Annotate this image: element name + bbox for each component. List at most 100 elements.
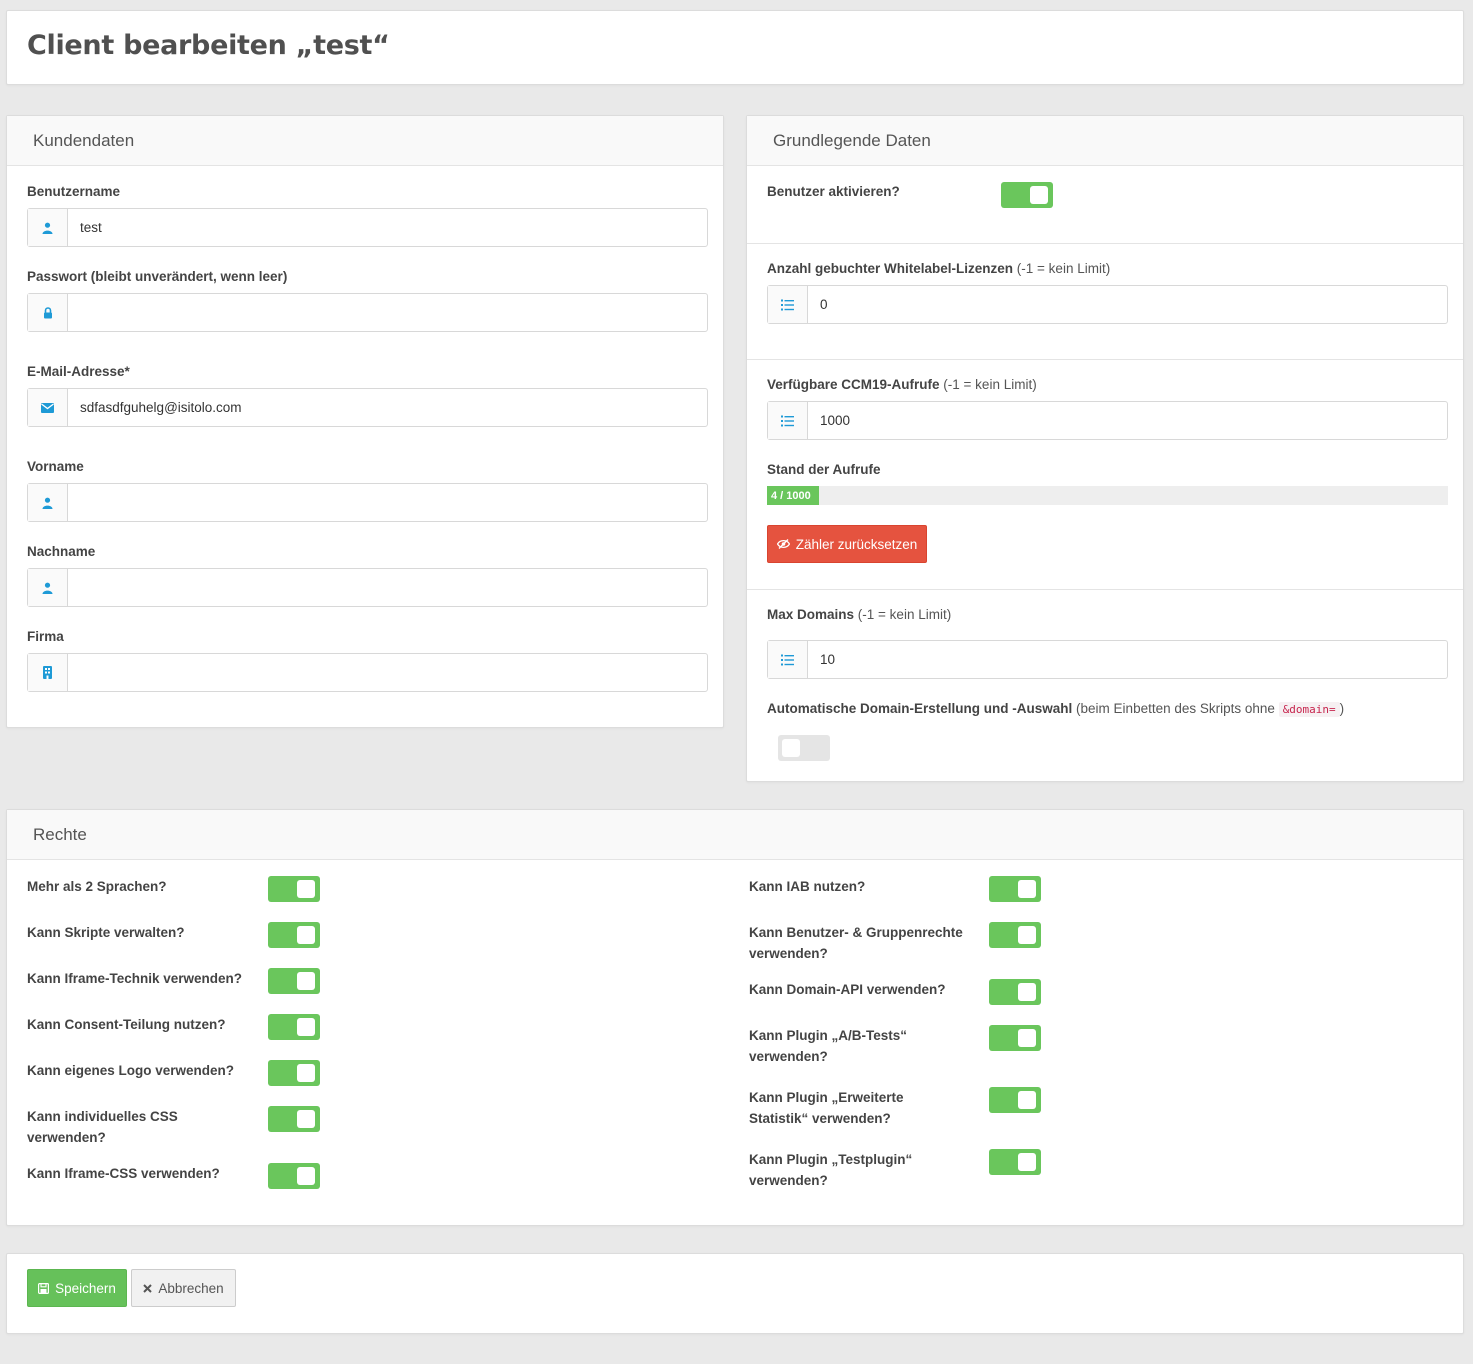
calls-group: [767, 401, 1448, 440]
lastname-label: Nachname: [27, 544, 96, 559]
eye-slash-icon: [776, 539, 790, 549]
max-domains-input[interactable]: [808, 641, 1447, 678]
toggle-knob: [297, 1167, 315, 1185]
perm-domain-api-label: Kann Domain-API verwenden?: [749, 982, 946, 997]
envelope-icon: [28, 389, 68, 426]
reset-counter-label: Zähler zurücksetzen: [795, 536, 918, 552]
auto-domain-toggle[interactable]: [778, 735, 830, 761]
email-label: E-Mail-Adresse*: [27, 364, 130, 379]
perm-iframe-css-toggle[interactable]: [268, 1163, 320, 1189]
toggle-knob: [1018, 880, 1036, 898]
divider: [747, 589, 1463, 590]
whitelabel-label: Anzahl gebuchter Whitelabel-Lizenzen (-1…: [767, 261, 1110, 276]
toggle-knob: [1018, 926, 1036, 944]
perm-logo-label: Kann eigenes Logo verwenden?: [27, 1063, 235, 1078]
save-label: Speichern: [55, 1280, 116, 1296]
toggle-knob: [297, 1064, 315, 1082]
building-icon: [28, 654, 68, 691]
divider: [747, 243, 1463, 244]
lastname-input[interactable]: [68, 569, 707, 606]
perm-css-toggle[interactable]: [268, 1106, 320, 1132]
calls-status-label: Stand der Aufrufe: [767, 462, 881, 477]
kundendaten-header: Kundendaten: [7, 116, 723, 166]
username-label: Benutzername: [27, 184, 121, 199]
toggle-knob: [297, 1018, 315, 1036]
page-title: Client bearbeiten „test“: [27, 30, 390, 61]
perm-stats-toggle[interactable]: [989, 1087, 1041, 1113]
max-domains-group: [767, 640, 1448, 679]
toggle-knob: [782, 739, 800, 757]
domain-param-code: &domain=: [1278, 702, 1340, 717]
auto-domain-hint-end: ): [1339, 701, 1345, 716]
perm-consent-toggle[interactable]: [268, 1014, 320, 1040]
perm-abtests-toggle[interactable]: [989, 1025, 1041, 1051]
perm-domain-api-toggle[interactable]: [989, 979, 1041, 1005]
calls-label: Verfügbare CCM19-Aufrufe (-1 = kein Limi…: [767, 377, 1037, 392]
calls-hint: (-1 = kein Limit): [943, 377, 1037, 392]
save-button[interactable]: Speichern: [27, 1269, 127, 1307]
perm-iframe-label: Kann Iframe-Technik verwenden?: [27, 971, 243, 986]
calls-progress-bar: 4 / 1000: [767, 486, 819, 505]
username-group: [27, 208, 708, 247]
perm-logo-toggle[interactable]: [268, 1060, 320, 1086]
toggle-knob: [1018, 1029, 1036, 1047]
perm-groups-toggle[interactable]: [989, 922, 1041, 948]
company-group: [27, 653, 708, 692]
actions-card: [6, 1253, 1464, 1334]
email-input[interactable]: [68, 389, 707, 426]
lastname-group: [27, 568, 708, 607]
firstname-input[interactable]: [68, 484, 707, 521]
perm-iab-toggle[interactable]: [989, 876, 1041, 902]
perm-iab-label: Kann IAB nutzen?: [749, 879, 866, 894]
whitelabel-input[interactable]: [808, 286, 1447, 323]
password-group: [27, 293, 708, 332]
toggle-knob: [1030, 186, 1048, 204]
perm-testplugin-toggle[interactable]: [989, 1149, 1041, 1175]
perm-css-label: Kann individuelles CSS verwenden?: [27, 1109, 178, 1145]
calls-input[interactable]: [808, 402, 1447, 439]
cancel-button[interactable]: Abbrechen: [131, 1269, 236, 1307]
toggle-knob: [1018, 983, 1036, 1001]
perm-abtests-label: Kann Plugin „A/B-Tests“ verwenden?: [749, 1028, 908, 1064]
perm-consent-label: Kann Consent-Teilung nutzen?: [27, 1017, 226, 1032]
user-icon: [28, 209, 68, 246]
auto-domain-label: Automatische Domain-Erstellung und -Ausw…: [767, 701, 1345, 717]
perm-iframe-toggle[interactable]: [268, 968, 320, 994]
auto-domain-label-text: Automatische Domain-Erstellung und -Ausw…: [767, 701, 1073, 716]
company-label: Firma: [27, 629, 64, 644]
whitelabel-label-text: Anzahl gebuchter Whitelabel-Lizenzen: [767, 261, 1014, 276]
grunddaten-header: Grundlegende Daten: [747, 116, 1463, 166]
perm-scripts-toggle[interactable]: [268, 922, 320, 948]
list-ol-icon: [768, 286, 808, 323]
list-ol-icon: [768, 402, 808, 439]
rechte-header: Rechte: [7, 810, 1463, 860]
perm-scripts-label: Kann Skripte verwalten?: [27, 925, 185, 940]
auto-domain-hint: (beim Einbetten des Skripts ohne: [1076, 701, 1275, 716]
perm-testplugin-label: Kann Plugin „Testplugin“ verwenden?: [749, 1152, 913, 1188]
perm-groups-label: Kann Benutzer- & Gruppenrechte verwenden…: [749, 925, 963, 961]
toggle-knob: [297, 972, 315, 990]
email-group: [27, 388, 708, 427]
close-icon: [143, 1283, 153, 1293]
floppy-icon: [38, 1282, 50, 1294]
perm-languages-toggle[interactable]: [268, 876, 320, 902]
divider: [747, 359, 1463, 360]
activate-label: Benutzer aktivieren?: [767, 184, 900, 199]
perm-stats-label: Kann Plugin „Erweiterte Statistik“ verwe…: [749, 1090, 904, 1126]
calls-label-text: Verfügbare CCM19-Aufrufe: [767, 377, 940, 392]
reset-counter-button[interactable]: Zähler zurücksetzen: [767, 525, 927, 563]
cancel-label: Abbrechen: [158, 1280, 224, 1296]
title-card: Client bearbeiten „test“: [6, 10, 1464, 85]
activate-toggle[interactable]: [1001, 182, 1053, 208]
toggle-knob: [297, 926, 315, 944]
toggle-knob: [1018, 1091, 1036, 1109]
max-domains-hint: (-1 = kein Limit): [857, 607, 952, 622]
max-domains-label: Max Domains (-1 = kein Limit): [767, 607, 951, 622]
list-ol-icon: [768, 641, 808, 678]
user-icon: [28, 484, 68, 521]
lock-icon: [28, 294, 68, 331]
toggle-knob: [1018, 1153, 1036, 1171]
company-input[interactable]: [68, 654, 707, 691]
password-input[interactable]: [68, 294, 707, 331]
username-input[interactable]: [68, 209, 707, 246]
